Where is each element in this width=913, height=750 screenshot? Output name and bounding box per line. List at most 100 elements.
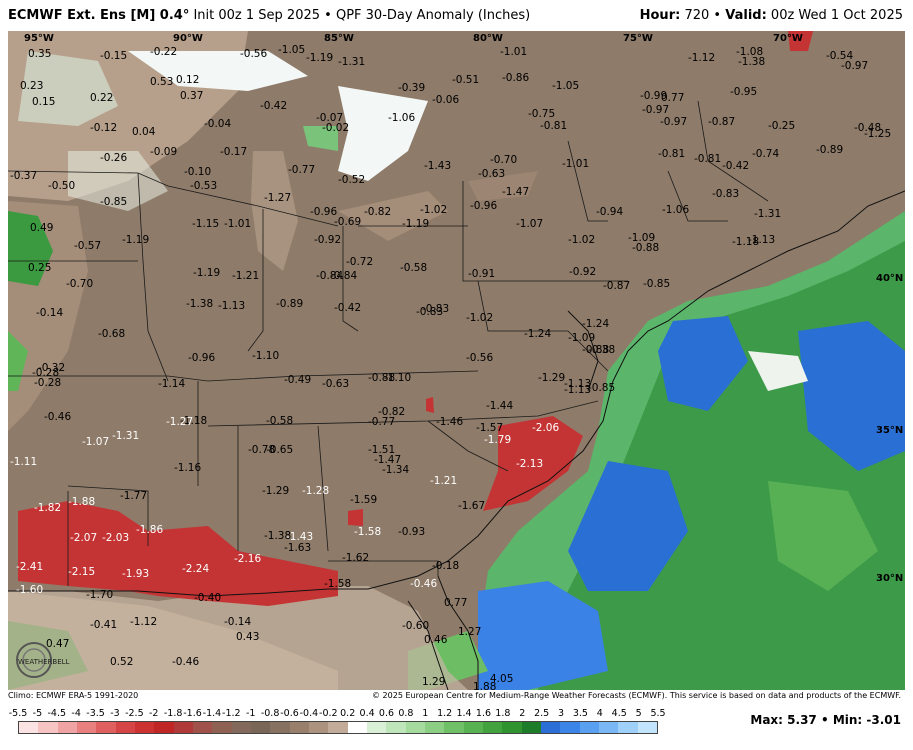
station-value: 0.15 [32, 96, 55, 108]
legend-swatch [173, 722, 193, 733]
legend-ticks: -5.5 -5 -4.5 -4 -3.5 -3 -2.5 -2 -1.8 -1.6 -1.4 -1.2… [9, 708, 666, 720]
station-value: -1.34 [382, 464, 409, 476]
station-value: -1.44 [486, 400, 513, 412]
station-value: -1.79 [484, 434, 511, 446]
station-value: -1.01 [224, 218, 251, 230]
legend-tick-label: -0.6 [280, 708, 299, 719]
station-value: -1.01 [500, 46, 527, 58]
station-value: -0.42 [334, 302, 361, 314]
legend-tick-label: -2.5 [125, 708, 144, 719]
station-value: -1.77 [120, 490, 147, 502]
station-value: -1.19 [402, 218, 429, 230]
station-value: 0.37 [180, 90, 203, 102]
station-value: -0.93 [398, 526, 425, 538]
station-value: -0.68 [98, 328, 125, 340]
station-value: -1.21 [430, 475, 457, 487]
station-value: -0.26 [100, 152, 127, 164]
station-value: -0.88 [632, 242, 659, 254]
station-value: -0.97 [642, 104, 669, 116]
station-values: 0.35 -0.15 -0.22 -0.56 -1.05-1.19 -1.31-1.01-… [10, 44, 891, 690]
legend-swatch [540, 722, 561, 733]
gulf-of-mexico [8, 586, 468, 690]
legend-tick-label: -1 [245, 708, 256, 719]
station-value: -1.57 [476, 422, 503, 434]
station-value: -0.85 [643, 278, 670, 290]
station-value: -1.31 [754, 208, 781, 220]
station-value: -0.70 [66, 278, 93, 290]
station-value: -0.63 [322, 378, 349, 390]
station-value: -0.81 [694, 153, 721, 165]
station-value: 1.88 [473, 681, 496, 690]
station-value: -1.21 [232, 270, 259, 282]
min-value: -3.01 [866, 713, 901, 727]
title-bar: ECMWF Ext. Ens [M] 0.4° Init 00z 1 Sep 2… [0, 0, 913, 30]
legend-swatch [386, 722, 406, 733]
model-name: ECMWF Ext. Ens [M] 0.4° [8, 8, 190, 23]
station-value: 0.77 [444, 597, 467, 609]
station-value: -1.38 [738, 56, 765, 68]
anomaly-map: 95°W 90°W 85°W 80°W 75°W 70°W 40°N 35°N … [8, 31, 905, 690]
station-value: -1.16 [174, 462, 201, 474]
station-value: -1.62 [342, 552, 369, 564]
lon-label: 75°W [623, 33, 653, 44]
station-value: -0.85 [588, 382, 615, 394]
map-footer: Climo: ECMWF ERA-5 1991-2020 © 2025 Euro… [8, 691, 905, 703]
station-value: -0.49 [284, 374, 311, 386]
station-value: -0.28 [32, 367, 59, 379]
legend-swatch [405, 722, 425, 733]
dry-anomaly-region [788, 31, 813, 51]
station-value: -0.48 [854, 122, 881, 134]
legend-tick-label: -1.2 [222, 708, 241, 719]
legend-swatch [328, 722, 348, 733]
station-value: -1.38 [186, 298, 213, 310]
legend-swatch [38, 722, 58, 733]
legend-swatch [115, 722, 135, 733]
station-value: -1.93 [122, 568, 149, 580]
legend-tick-label: -2 [149, 708, 159, 719]
station-value: -1.31 [112, 430, 139, 442]
station-value: -1.09 [628, 232, 655, 244]
valid-time-info: Hour: 720 • Valid: 00z Wed 1 Oct 2025 [640, 8, 903, 23]
station-value: -0.87 [708, 116, 735, 128]
station-value: -0.39 [398, 82, 425, 94]
legend-swatch [463, 722, 483, 733]
station-value: -1.15 [192, 218, 219, 230]
wet-anomaly-region [8, 211, 53, 286]
legend-swatch [482, 722, 503, 733]
legend-tick-label: -0.8 [260, 708, 280, 719]
hour-label: Hour: [639, 8, 681, 23]
max-value: 5.37 [787, 713, 817, 727]
station-value: -1.27 [166, 416, 193, 428]
station-value: -0.83 [416, 306, 443, 318]
dry-anomaly-region [426, 397, 434, 413]
dry-anomaly-region [348, 509, 363, 526]
legend-swatch [270, 722, 290, 733]
station-value: -0.81 [658, 148, 685, 160]
station-value: 0.77 [661, 92, 684, 104]
legend-tick-label: -4.5 [47, 708, 67, 719]
station-value: -0.06 [432, 94, 459, 106]
title-separator: • [324, 8, 336, 23]
station-value: -2.03 [102, 532, 129, 544]
station-value: -0.97 [660, 116, 687, 128]
station-value: -1.31 [338, 56, 365, 68]
legend-tick-label: -3 [110, 708, 120, 719]
legend-swatch [154, 722, 174, 733]
max-label: Max: [750, 713, 783, 727]
station-value: -1.27 [264, 192, 291, 204]
valid-value: 00z Wed 1 Oct 2025 [770, 8, 903, 23]
station-value: -1.63 [284, 542, 311, 554]
lon-label: 70°W [773, 33, 803, 44]
station-value: -0.99 [640, 90, 667, 102]
init-time: Init 00z 1 Sep 2025 [193, 8, 321, 23]
legend-tick-label: -3.5 [86, 708, 105, 719]
climo-note: Climo: ECMWF ERA-5 1991-2020 [8, 691, 139, 700]
station-value: 0.25 [28, 262, 51, 274]
station-value: 0.43 [236, 631, 259, 643]
station-value: -0.96 [310, 206, 337, 218]
lat-label: 40°N [876, 273, 903, 284]
station-value: -1.51 [368, 444, 395, 456]
lake-erie [338, 191, 448, 241]
legend-swatch [192, 722, 213, 733]
station-value: -1.13 [564, 378, 591, 390]
